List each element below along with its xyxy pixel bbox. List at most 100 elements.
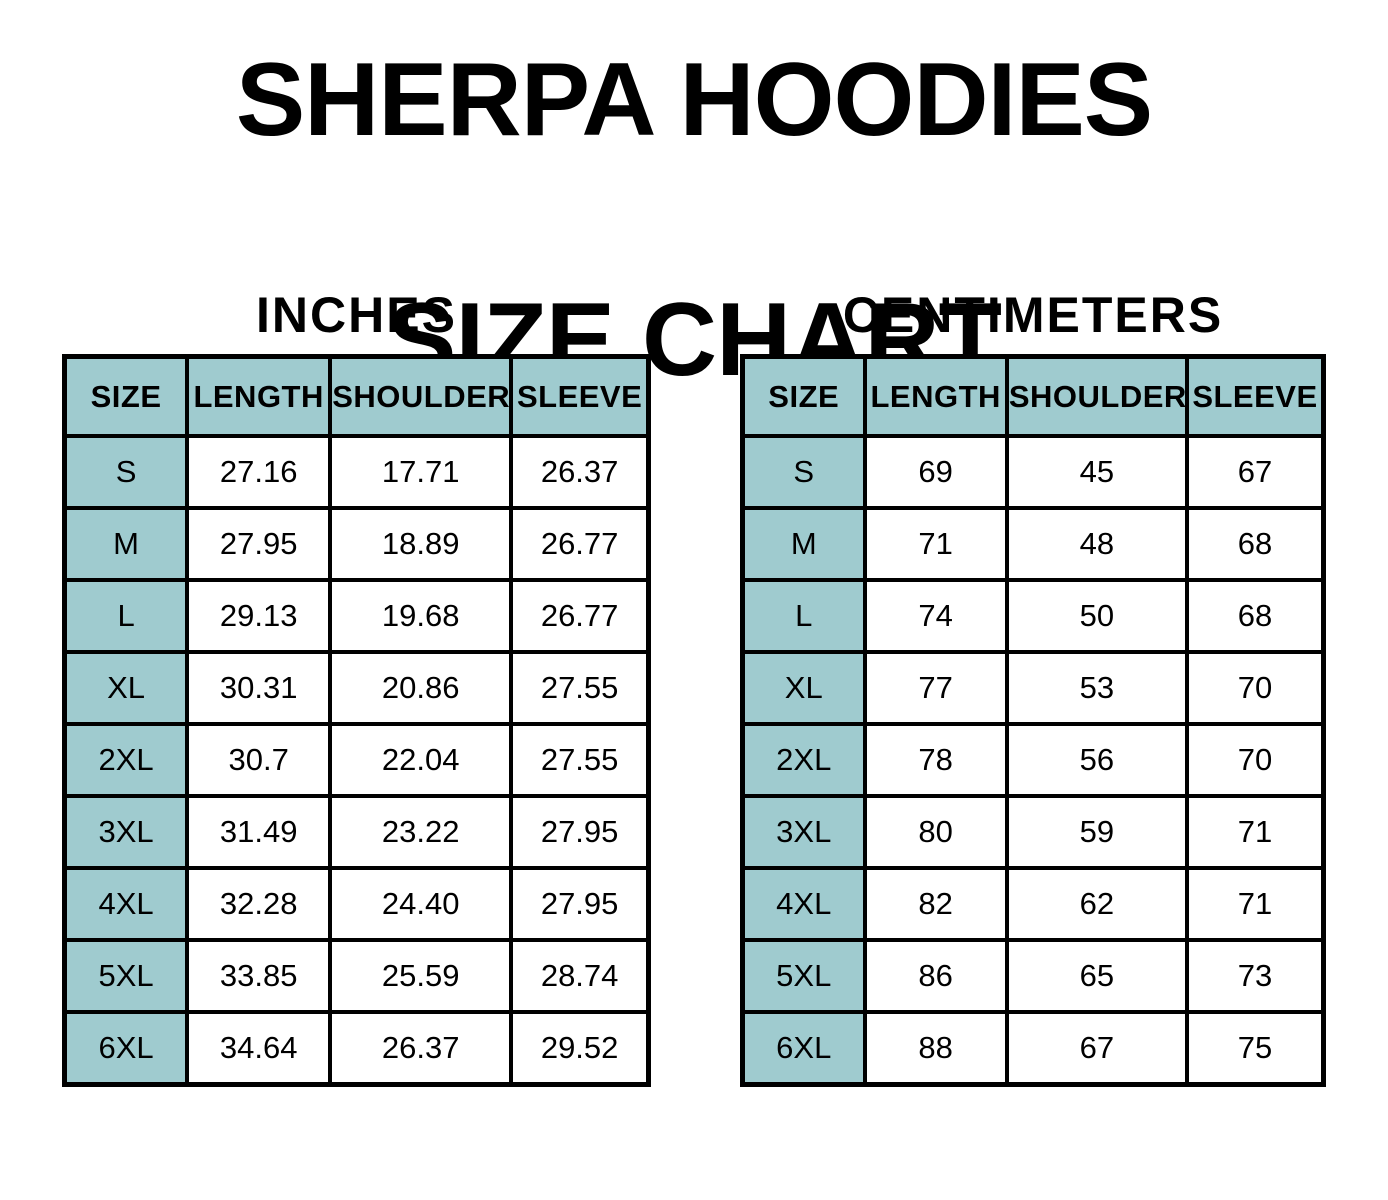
table-row: 5XL 33.85 25.59 28.74 [62, 938, 651, 1014]
table-row: M 27.95 18.89 26.77 [62, 506, 651, 582]
header-row: SIZE LENGTH SHOULDER SLEEVE [62, 354, 651, 438]
header-cell-shoulder: SHOULDER [328, 354, 514, 438]
shoulder-value-cell: 56 [1004, 722, 1189, 798]
sleeve-value-cell: 70 [1184, 650, 1326, 726]
length-value-cell: 74 [862, 578, 1009, 654]
shoulder-value-cell: 62 [1004, 866, 1189, 942]
sleeve-value-cell: 71 [1184, 794, 1326, 870]
shoulder-value-cell: 17.71 [328, 434, 514, 510]
sleeve-value-cell: 73 [1184, 938, 1326, 1014]
header-cell-length: LENGTH [185, 354, 333, 438]
sleeve-value-cell: 26.37 [509, 434, 651, 510]
table-row: L 74 50 68 [740, 578, 1326, 654]
shoulder-value-cell: 50 [1004, 578, 1189, 654]
page-title-line1: SHERPA HOODIES [235, 42, 1153, 158]
size-cell: 4XL [62, 866, 190, 942]
table-row: M 71 48 68 [740, 506, 1326, 582]
sleeve-value-cell: 68 [1184, 578, 1326, 654]
sleeve-value-cell: 71 [1184, 866, 1326, 942]
shoulder-value-cell: 65 [1004, 938, 1189, 1014]
centimeters-table-title: CENTIMETERS [842, 287, 1224, 343]
shoulder-value-cell: 18.89 [328, 506, 514, 582]
shoulder-value-cell: 45 [1004, 434, 1189, 510]
shoulder-value-cell: 19.68 [328, 578, 514, 654]
header-cell-sleeve: SLEEVE [1184, 354, 1326, 438]
header-cell-sleeve: SLEEVE [509, 354, 651, 438]
shoulder-value-cell: 26.37 [328, 1010, 514, 1087]
table-row: 4XL 32.28 24.40 27.95 [62, 866, 651, 942]
length-value-cell: 78 [862, 722, 1009, 798]
shoulder-value-cell: 53 [1004, 650, 1189, 726]
size-cell: XL [740, 650, 867, 726]
shoulder-value-cell: 48 [1004, 506, 1189, 582]
length-value-cell: 30.31 [185, 650, 333, 726]
table-row: XL 30.31 20.86 27.55 [62, 650, 651, 726]
size-cell: L [62, 578, 190, 654]
length-value-cell: 77 [862, 650, 1009, 726]
table-row: 4XL 82 62 71 [740, 866, 1326, 942]
length-value-cell: 29.13 [185, 578, 333, 654]
inches-section: INCHES SIZE LENGTH SHOULDER SLEEVE S 27.… [62, 286, 651, 1087]
size-cell: 3XL [62, 794, 190, 870]
length-value-cell: 86 [862, 938, 1009, 1014]
size-cell: 6XL [62, 1010, 190, 1087]
shoulder-value-cell: 25.59 [328, 938, 514, 1014]
header-cell-size: SIZE [62, 354, 190, 438]
size-cell: XL [62, 650, 190, 726]
table-row: S 69 45 67 [740, 434, 1326, 510]
length-value-cell: 33.85 [185, 938, 333, 1014]
inches-table-title: INCHES [256, 287, 457, 343]
shoulder-value-cell: 24.40 [328, 866, 514, 942]
size-cell: 6XL [740, 1010, 867, 1087]
sleeve-value-cell: 27.95 [509, 866, 651, 942]
size-cell: 3XL [740, 794, 867, 870]
table-row: 3XL 31.49 23.22 27.95 [62, 794, 651, 870]
centimeters-table: SIZE LENGTH SHOULDER SLEEVE S 69 45 67 M… [740, 354, 1326, 1087]
header-cell-size: SIZE [740, 354, 867, 438]
length-value-cell: 27.16 [185, 434, 333, 510]
table-row: 6XL 88 67 75 [740, 1010, 1326, 1087]
sleeve-value-cell: 27.55 [509, 650, 651, 726]
header-row: SIZE LENGTH SHOULDER SLEEVE [740, 354, 1326, 438]
size-cell: 2XL [740, 722, 867, 798]
inches-table: SIZE LENGTH SHOULDER SLEEVE S 27.16 17.7… [62, 354, 651, 1087]
length-value-cell: 88 [862, 1010, 1009, 1087]
length-value-cell: 69 [862, 434, 1009, 510]
length-value-cell: 71 [862, 506, 1009, 582]
table-row: 2XL 30.7 22.04 27.55 [62, 722, 651, 798]
table-row: 6XL 34.64 26.37 29.52 [62, 1010, 651, 1087]
page-title: SHERPA HOODIES SIZE CHART [0, 40, 1388, 400]
table-row: L 29.13 19.68 26.77 [62, 578, 651, 654]
table-row: 5XL 86 65 73 [740, 938, 1326, 1014]
size-cell: L [740, 578, 867, 654]
sleeve-value-cell: 27.95 [509, 794, 651, 870]
sleeve-value-cell: 27.55 [509, 722, 651, 798]
header-cell-shoulder: SHOULDER [1004, 354, 1189, 438]
header-cell-length: LENGTH [862, 354, 1009, 438]
shoulder-value-cell: 23.22 [328, 794, 514, 870]
length-value-cell: 34.64 [185, 1010, 333, 1087]
size-cell: 5XL [62, 938, 190, 1014]
shoulder-value-cell: 67 [1004, 1010, 1189, 1087]
table-row: 2XL 78 56 70 [740, 722, 1326, 798]
sleeve-value-cell: 67 [1184, 434, 1326, 510]
size-cell: S [740, 434, 867, 510]
table-row: 3XL 80 59 71 [740, 794, 1326, 870]
size-cell: S [62, 434, 190, 510]
shoulder-value-cell: 59 [1004, 794, 1189, 870]
sleeve-value-cell: 26.77 [509, 578, 651, 654]
length-value-cell: 31.49 [185, 794, 333, 870]
length-value-cell: 27.95 [185, 506, 333, 582]
sleeve-value-cell: 70 [1184, 722, 1326, 798]
sleeve-value-cell: 75 [1184, 1010, 1326, 1087]
size-cell: M [740, 506, 867, 582]
size-cell: 5XL [740, 938, 867, 1014]
length-value-cell: 82 [862, 866, 1009, 942]
centimeters-section: CENTIMETERS SIZE LENGTH SHOULDER SLEEVE … [740, 286, 1326, 1087]
table-row: XL 77 53 70 [740, 650, 1326, 726]
sleeve-value-cell: 28.74 [509, 938, 651, 1014]
length-value-cell: 30.7 [185, 722, 333, 798]
sleeve-value-cell: 29.52 [509, 1010, 651, 1087]
table-row: S 27.16 17.71 26.37 [62, 434, 651, 510]
